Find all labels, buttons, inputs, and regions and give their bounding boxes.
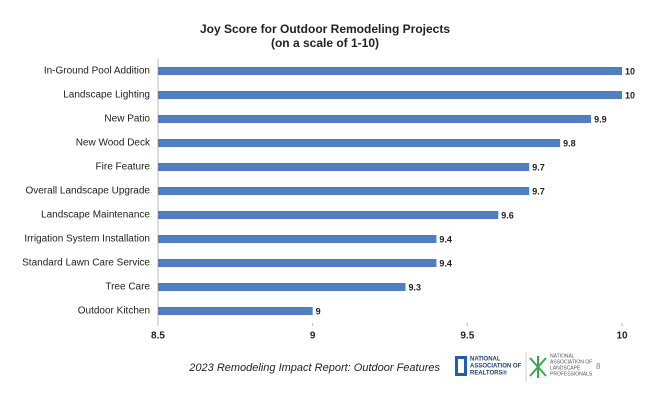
chart-title: Joy Score for Outdoor Remodeling Project… <box>200 22 450 36</box>
y-tick-label: Fire Feature <box>96 162 151 173</box>
data-label: 9.7 <box>532 162 545 172</box>
bar <box>158 163 530 171</box>
data-label: 9.4 <box>439 234 452 244</box>
y-tick-label: Tree Care <box>105 282 150 293</box>
y-tick-label: New Wood Deck <box>76 138 151 149</box>
y-tick-label: New Patio <box>104 114 150 125</box>
landscape-logo-text: LANDSCAPE <box>550 365 581 371</box>
footer-caption: 2023 Remodeling Impact Report: Outdoor F… <box>188 362 440 374</box>
bar <box>158 187 530 195</box>
data-label: 9.8 <box>563 138 576 148</box>
bar <box>158 307 313 315</box>
bar <box>158 283 406 291</box>
chart-subtitle: (on a scale of 1-10) <box>271 36 379 50</box>
y-tick-label: Standard Lawn Care Service <box>22 258 150 269</box>
bar <box>158 211 499 219</box>
bar <box>158 67 622 75</box>
data-label: 9.9 <box>594 114 607 124</box>
realtors-logo-text: ASSOCIATION OF <box>470 364 522 370</box>
landscape-logo-icon <box>529 356 547 378</box>
bar <box>158 259 437 267</box>
x-tick-label: 9.5 <box>460 331 474 342</box>
landscape-logo-text: ASSOCIATION OF <box>550 359 592 365</box>
realtors-logo-mark <box>458 359 464 373</box>
data-label: 9.4 <box>439 258 452 268</box>
y-tick-label: Irrigation System Installation <box>24 234 150 245</box>
x-tick-label: 10 <box>616 331 628 342</box>
data-label: 10 <box>625 90 635 100</box>
y-tick-label: Landscape Maintenance <box>41 210 150 221</box>
data-label: 9.7 <box>532 186 545 196</box>
data-label: 9.6 <box>501 210 514 220</box>
bar <box>158 139 561 147</box>
y-tick-label: Outdoor Kitchen <box>78 306 150 317</box>
y-tick-label: In-Ground Pool Addition <box>44 66 150 77</box>
x-tick-label: 9 <box>310 331 316 342</box>
bar <box>158 235 437 243</box>
y-tick-label: Landscape Lighting <box>63 90 150 101</box>
x-tick-label: 8.5 <box>151 331 165 342</box>
realtors-logo-text: NATIONAL <box>470 357 501 363</box>
data-label: 9 <box>316 306 321 316</box>
bar <box>158 115 592 123</box>
data-label: 10 <box>625 66 635 76</box>
realtors-logo-text: REALTORS® <box>470 370 507 377</box>
page-number: 8 <box>596 362 601 371</box>
landscape-logo-text: PROFESSIONALS <box>550 371 593 377</box>
bar <box>158 91 622 99</box>
y-tick-label: Overall Landscape Upgrade <box>25 186 150 197</box>
landscape-logo-text: NATIONAL <box>550 353 575 359</box>
data-label: 9.3 <box>408 282 421 292</box>
